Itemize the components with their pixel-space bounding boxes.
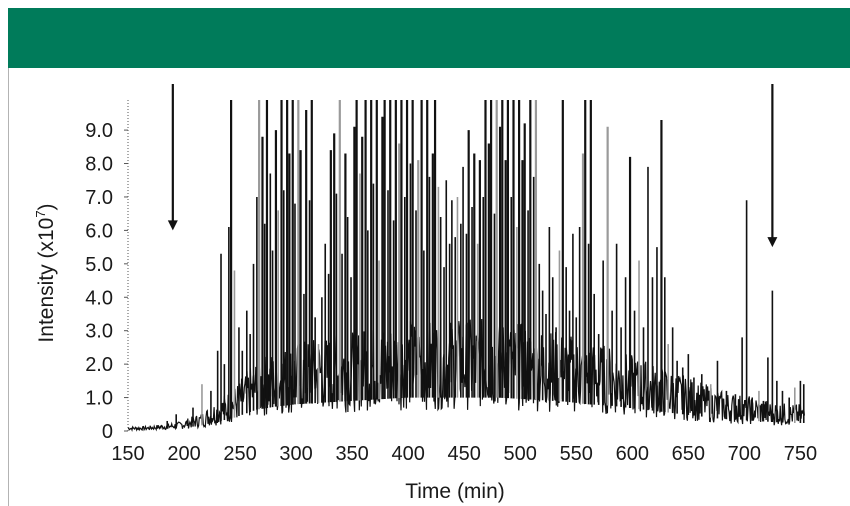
y-axis-label-main: Intensity (x10 bbox=[35, 218, 58, 343]
y-tick-label: 2.0 bbox=[85, 354, 113, 376]
x-tick-label: 300 bbox=[279, 443, 312, 465]
x-tick-label: 350 bbox=[335, 443, 368, 465]
x-tick-label: 600 bbox=[616, 443, 649, 465]
y-tick-label: 0 bbox=[102, 421, 113, 443]
y-axis-ticks: 0 1.0 2.0 3.0 4.0 5.0 6.0 7.0 8.0 9.0 bbox=[85, 120, 128, 443]
y-tick-label: 1.0 bbox=[85, 388, 113, 410]
x-tick-label: 450 bbox=[448, 443, 481, 465]
y-axis-label-close: ) bbox=[35, 203, 58, 210]
x-axis-ticks: 150 200 250 300 350 400 450 500 550 600 650 700 750 bbox=[111, 443, 817, 465]
y-axis-label: Intensity (x107) bbox=[33, 203, 58, 342]
y-tick-label: 3.0 bbox=[85, 321, 113, 343]
arrow-annotation-head bbox=[167, 220, 178, 231]
x-tick-label: 750 bbox=[784, 443, 817, 465]
y-tick-label: 6.0 bbox=[85, 220, 113, 242]
x-tick-label: 700 bbox=[728, 443, 761, 465]
series-group bbox=[127, 100, 805, 432]
y-tick-label: 7.0 bbox=[85, 187, 113, 209]
y-tick-label: 4.0 bbox=[85, 287, 113, 309]
y-tick-label: 8.0 bbox=[85, 154, 113, 176]
x-tick-label: 400 bbox=[391, 443, 424, 465]
x-tick-label: 250 bbox=[223, 443, 256, 465]
x-tick-label: 200 bbox=[167, 443, 200, 465]
annotations-group bbox=[167, 84, 778, 248]
header-band bbox=[8, 8, 850, 68]
x-axis-label: Time (min) bbox=[405, 480, 505, 503]
x-tick-label: 500 bbox=[504, 443, 537, 465]
y-tick-label: 5.0 bbox=[85, 254, 113, 276]
x-tick-label: 150 bbox=[111, 443, 144, 465]
arrow-annotation-head bbox=[767, 237, 778, 248]
frame-left-border bbox=[8, 68, 9, 506]
y-tick-label: 9.0 bbox=[85, 120, 113, 142]
y-axis-label-exponent: 7 bbox=[33, 210, 48, 217]
x-tick-label: 650 bbox=[672, 443, 705, 465]
x-tick-label: 550 bbox=[560, 443, 593, 465]
